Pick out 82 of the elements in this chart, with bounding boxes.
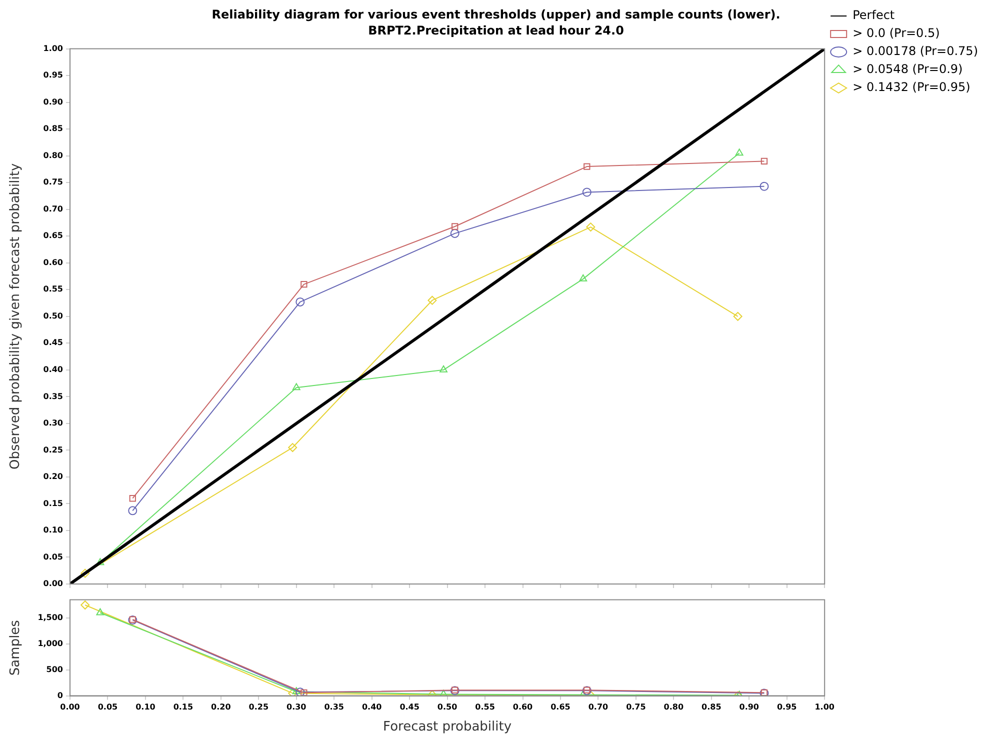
legend-label: > 0.0548 (Pr=0.9) xyxy=(852,62,963,76)
point xyxy=(300,689,308,696)
x-tick-label: 1.00 xyxy=(814,702,835,712)
point xyxy=(128,506,138,516)
point xyxy=(96,558,104,566)
legend-label: > 0.1432 (Pr=0.95) xyxy=(852,80,970,94)
y-tick-label: 0.90 xyxy=(43,97,64,106)
point xyxy=(300,280,308,288)
y-tick-label: 1,000 xyxy=(38,638,64,648)
y-tick-label: 0.95 xyxy=(43,70,64,80)
legend-label: > 0.00178 (Pr=0.75) xyxy=(852,44,978,58)
y-tick-label: 0.20 xyxy=(43,472,64,482)
legend-label: > 0.0 (Pr=0.5) xyxy=(852,26,940,40)
x-tick-label: 0.60 xyxy=(512,702,534,712)
y-tick-label: 0.30 xyxy=(43,418,64,428)
x-tick-label: 0.20 xyxy=(211,702,232,712)
chart-title: Reliability diagram for various event thresholds (upper) and sample counts (lower). xyxy=(212,7,780,22)
point xyxy=(296,297,305,306)
point xyxy=(129,495,136,502)
x-tick-label: 0.40 xyxy=(362,702,382,712)
y-tick-label: 0 xyxy=(57,690,64,700)
x-tick-label: 0.45 xyxy=(400,702,420,712)
point xyxy=(735,148,744,156)
point xyxy=(296,688,305,696)
point xyxy=(760,158,768,165)
y-tick-label: 0.10 xyxy=(43,526,64,535)
y-tick-label: 0.35 xyxy=(43,392,64,401)
y-tick-label: 1,500 xyxy=(38,613,64,622)
x-tick-label: 0.30 xyxy=(286,702,307,712)
y-tick-label: 0.00 xyxy=(43,579,64,588)
y-axis-title: Samples xyxy=(8,620,24,676)
point xyxy=(96,608,104,616)
point xyxy=(288,443,298,452)
x-tick-label: 0.80 xyxy=(664,702,684,712)
y-tick-label: 0.50 xyxy=(43,311,64,320)
point xyxy=(733,312,742,321)
chart-subtitle: BRPT2.Precipitation at lead hour 24.0 xyxy=(368,24,624,38)
y-tick-label: 500 xyxy=(46,664,64,674)
y-tick-label: 0.05 xyxy=(43,552,64,562)
legend-label: Perfect xyxy=(852,8,895,22)
point xyxy=(586,222,596,232)
x-tick-label: 0.50 xyxy=(437,702,458,712)
point xyxy=(428,296,437,305)
x-tick-label: 0.05 xyxy=(98,702,118,712)
point xyxy=(452,223,458,230)
y-tick-label: 0.25 xyxy=(43,445,64,454)
x-tick-label: 0.70 xyxy=(588,702,609,712)
x-tick-label: 0.55 xyxy=(475,702,496,712)
point xyxy=(584,163,590,170)
x-tick-label: 0.65 xyxy=(550,702,571,712)
y-tick-label: 1.00 xyxy=(43,44,64,53)
y-tick-label: 0.55 xyxy=(43,284,64,294)
y-tick-label: 0.80 xyxy=(43,150,64,160)
x-tick-label: 0.95 xyxy=(776,702,798,712)
x-tick-label: 0.25 xyxy=(248,702,269,712)
x-tick-label: 0.90 xyxy=(739,702,760,712)
x-tick-label: 0.35 xyxy=(324,702,344,712)
point xyxy=(292,383,300,390)
x-axis-title: Forecast probability xyxy=(383,720,512,735)
point xyxy=(80,568,90,578)
point xyxy=(760,182,769,191)
y-axis-title: Observed probability given forecast probability xyxy=(8,163,24,470)
y-tick-label: 0.15 xyxy=(43,498,64,508)
point xyxy=(450,228,460,238)
x-tick-label: 0.00 xyxy=(60,702,80,712)
x-tick-label: 0.85 xyxy=(702,702,722,712)
point xyxy=(288,688,298,696)
y-tick-label: 0.65 xyxy=(43,231,64,240)
point xyxy=(80,600,90,610)
y-tick-label: 0.60 xyxy=(43,258,64,267)
point xyxy=(440,365,448,372)
y-tick-label: 0.40 xyxy=(43,365,64,374)
point xyxy=(579,274,588,282)
x-tick-label: 0.10 xyxy=(136,702,156,712)
y-tick-label: 0.75 xyxy=(43,178,64,187)
y-tick-label: 0.70 xyxy=(43,204,64,214)
point xyxy=(582,188,592,197)
y-tick-label: 0.85 xyxy=(43,124,64,134)
x-tick-label: 0.75 xyxy=(626,702,646,712)
y-tick-label: 0.45 xyxy=(43,338,64,348)
x-tick-label: 0.15 xyxy=(173,702,194,712)
point xyxy=(292,687,300,694)
